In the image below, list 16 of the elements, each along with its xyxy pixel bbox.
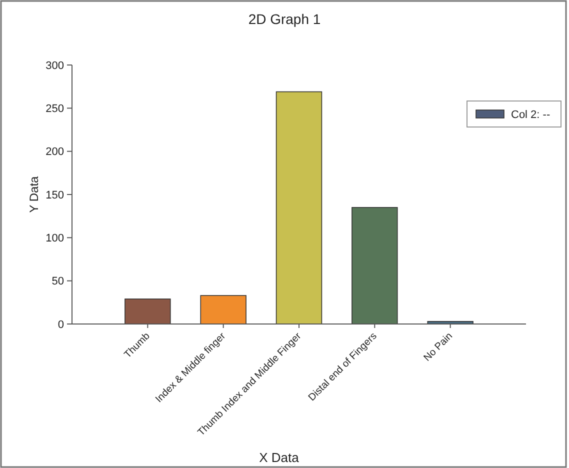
bar — [352, 207, 398, 324]
y-tick-label: 300 — [46, 60, 64, 72]
y-tick-label: 250 — [46, 103, 64, 116]
y-axis-title: Y Data — [27, 176, 41, 213]
y-tick-label: 100 — [46, 232, 64, 245]
chart-title: 2D Graph 1 — [248, 11, 321, 27]
bar — [124, 298, 171, 324]
legend-label: Col 2: -- — [511, 108, 550, 121]
bar — [200, 295, 246, 324]
x-axis-title: X Data — [259, 450, 300, 465]
y-tick-label: 200 — [46, 146, 64, 158]
x-tick-label: No Pain — [422, 330, 455, 364]
bar — [276, 91, 322, 324]
y-tick-label: 150 — [46, 189, 64, 202]
y-tick-label: 50 — [52, 276, 64, 288]
y-tick-label: 0 — [58, 318, 64, 331]
